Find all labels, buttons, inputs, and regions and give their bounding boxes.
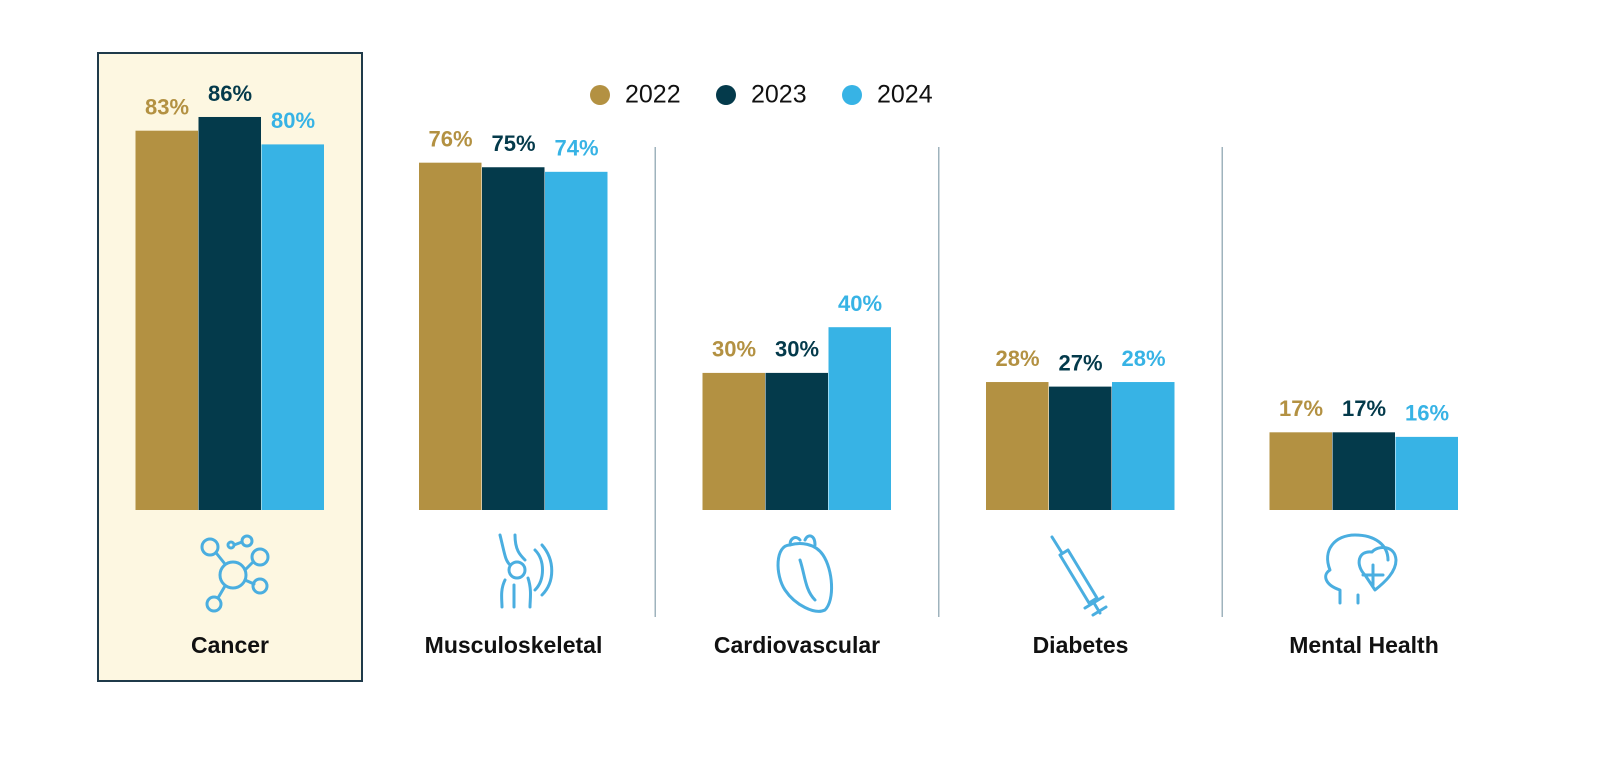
bar bbox=[828, 327, 891, 510]
value-label: 76% bbox=[428, 126, 472, 151]
category-label: Mental Health bbox=[1289, 632, 1439, 658]
bar bbox=[1395, 436, 1458, 510]
value-label: 30% bbox=[775, 337, 819, 362]
value-label: 40% bbox=[838, 291, 882, 316]
value-label: 83% bbox=[145, 95, 189, 120]
value-label: 75% bbox=[491, 131, 535, 156]
value-label: 28% bbox=[1121, 346, 1165, 371]
category-label: Diabetes bbox=[1033, 632, 1129, 658]
bar bbox=[1269, 432, 1332, 510]
legend-label: 2022 bbox=[625, 81, 681, 109]
legend-swatch bbox=[590, 85, 610, 105]
category-label: Cancer bbox=[191, 632, 269, 658]
bar bbox=[702, 372, 765, 510]
bar bbox=[1332, 432, 1395, 510]
legend-swatch bbox=[716, 85, 736, 105]
bar bbox=[198, 116, 261, 510]
heart-icon bbox=[776, 534, 833, 613]
bar bbox=[545, 171, 608, 510]
value-label: 16% bbox=[1405, 401, 1449, 426]
icons bbox=[200, 533, 1398, 617]
bar bbox=[419, 162, 482, 510]
cancer-icon bbox=[200, 534, 270, 613]
value-label: 17% bbox=[1279, 396, 1323, 421]
mental-health-icon bbox=[1324, 533, 1398, 605]
bar bbox=[261, 144, 324, 510]
bar bbox=[482, 167, 545, 510]
value-label: 74% bbox=[554, 136, 598, 161]
bar bbox=[986, 382, 1049, 510]
bar bbox=[135, 130, 198, 510]
value-label: 80% bbox=[271, 108, 315, 133]
bar bbox=[765, 372, 828, 510]
joint-icon bbox=[498, 533, 554, 609]
value-label: 86% bbox=[208, 81, 252, 106]
legend-label: 2024 bbox=[877, 81, 933, 109]
value-label: 28% bbox=[995, 346, 1039, 371]
bar bbox=[1049, 386, 1112, 510]
bar bbox=[1112, 382, 1175, 510]
value-label: 30% bbox=[712, 337, 756, 362]
category-label: Musculoskeletal bbox=[425, 632, 603, 658]
value-label: 27% bbox=[1058, 350, 1102, 375]
legend-label: 2023 bbox=[751, 81, 807, 109]
syringe-icon bbox=[1050, 535, 1108, 617]
value-label: 17% bbox=[1342, 396, 1386, 421]
category-label: Cardiovascular bbox=[714, 632, 880, 658]
legend-swatch bbox=[842, 85, 862, 105]
